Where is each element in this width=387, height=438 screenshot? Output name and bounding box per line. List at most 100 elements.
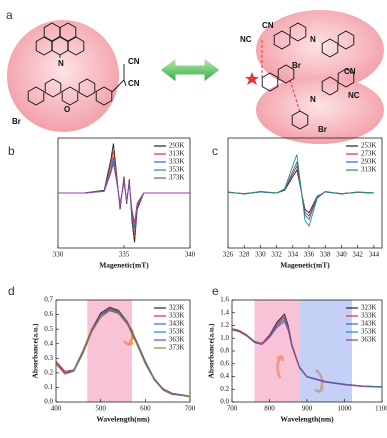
- ring: [291, 110, 309, 130]
- legend-label: 363K: [361, 336, 377, 344]
- series-line: [58, 163, 190, 223]
- panel-label: a: [6, 8, 13, 22]
- atom-label: N: [310, 95, 316, 104]
- shaded-region: [299, 300, 352, 402]
- backdrop-ellipse: [256, 10, 384, 90]
- x-tick-label: 335: [119, 251, 130, 259]
- y-tick-label: 0.8: [220, 347, 229, 355]
- atom-label: NC: [240, 35, 252, 44]
- legend-label: 343K: [361, 320, 377, 328]
- atom-label: N: [58, 59, 64, 68]
- legend-label: 253K: [361, 142, 377, 150]
- bond: [123, 79, 127, 87]
- legend-label: 373K: [169, 344, 185, 352]
- backdrop-circle: [7, 20, 119, 132]
- ring: [337, 68, 355, 88]
- ring: [27, 86, 45, 106]
- x-tick-label: 400: [51, 405, 62, 413]
- y-tick-label: 0.6: [44, 310, 53, 318]
- legend-label: 333K: [169, 158, 185, 166]
- y-tick-label: 0.6: [220, 359, 229, 367]
- shaded-region: [254, 300, 300, 402]
- x-tick-label: 342: [352, 251, 363, 259]
- atom-label: CN: [128, 57, 140, 66]
- atom-label: CN: [262, 21, 274, 30]
- atom-label: NC: [348, 91, 360, 100]
- legend-label: 333K: [361, 312, 377, 320]
- x-axis-label: Wavelength(nm): [280, 415, 334, 424]
- y-tick-label: 1.2: [220, 321, 229, 329]
- y-tick-label: 0.7: [44, 296, 53, 304]
- legend-label: 293K: [169, 142, 185, 150]
- legend-label: 353K: [361, 328, 377, 336]
- x-tick-label: 900: [302, 405, 313, 413]
- atom-label: CN: [128, 79, 140, 88]
- legend-label: 353K: [169, 328, 185, 336]
- ring: [67, 36, 85, 56]
- atom-label: Br: [292, 61, 301, 70]
- ring: [78, 78, 96, 98]
- y-axis-label: Absorbance(a.u.): [31, 323, 40, 379]
- panel-label: d: [8, 284, 15, 298]
- x-tick-label: 1000: [338, 405, 353, 413]
- x-tick-label: 340: [185, 251, 196, 259]
- legend-label: 353K: [169, 166, 185, 174]
- x-axis-label: Wavelength(nm): [96, 415, 150, 424]
- backdrop-ellipse: [256, 76, 384, 144]
- x-tick-label: 700: [227, 405, 238, 413]
- dashed-contact: [261, 40, 301, 113]
- legend-label: 313K: [361, 166, 377, 174]
- y-tick-label: 0.2: [44, 368, 53, 376]
- x-tick-label: 328: [239, 251, 250, 259]
- ring: [44, 78, 62, 98]
- ring: [277, 64, 295, 84]
- y-tick-label: 1.6: [220, 296, 229, 304]
- ring: [61, 86, 79, 106]
- panel-label: b: [8, 144, 15, 158]
- ring: [261, 72, 279, 92]
- atom-label: CN: [344, 67, 356, 76]
- plot-frame: [55, 299, 191, 403]
- y-tick-label: 0.1: [44, 383, 53, 391]
- panel-label: e: [212, 284, 219, 298]
- ring: [35, 36, 53, 56]
- series-line: [231, 320, 383, 388]
- legend-label: 373K: [169, 174, 185, 182]
- y-tick-label: 0.2: [220, 385, 229, 393]
- x-tick-label: 344: [369, 251, 380, 259]
- legend-label: 323K: [361, 304, 377, 312]
- panel-label: c: [212, 144, 218, 158]
- shaded-region: [87, 300, 132, 402]
- atom-label: Br: [318, 125, 327, 134]
- legend-label: 313K: [169, 150, 185, 158]
- atom-label: O: [64, 105, 70, 114]
- x-axis-label: Magenetic(mT): [280, 261, 330, 270]
- ring: [95, 86, 113, 106]
- legend-label: 333K: [169, 312, 185, 320]
- y-tick-label: 0.4: [44, 339, 53, 347]
- y-axis-label: Absorbance(a.u.): [207, 323, 216, 379]
- equilibrium-arrow: [159, 57, 221, 83]
- atom-label: Br: [12, 117, 21, 126]
- y-tick-label: 0.0: [220, 398, 229, 406]
- y-tick-label: 0.3: [44, 354, 53, 362]
- ring: [337, 30, 355, 50]
- ring: [59, 22, 77, 42]
- y-tick-label: 1.0: [220, 334, 229, 342]
- molecule-sketch: [27, 22, 355, 130]
- x-tick-label: 340: [336, 251, 347, 259]
- y-tick-label: 0.5: [44, 325, 53, 333]
- x-tick-label: 326: [223, 251, 234, 259]
- atom-labels: N O Br CN CN CN NC N Br N CN NC Br: [12, 21, 360, 134]
- legend-label: 323K: [169, 304, 185, 312]
- x-tick-label: 330: [255, 251, 266, 259]
- x-tick-label: 334: [288, 251, 299, 259]
- x-tick-label: 336: [304, 251, 315, 259]
- star-marker: [245, 72, 259, 85]
- x-tick-label: 600: [140, 405, 151, 413]
- x-tick-label: 332: [271, 251, 282, 259]
- x-tick-label: 800: [264, 405, 275, 413]
- series-line: [227, 154, 374, 227]
